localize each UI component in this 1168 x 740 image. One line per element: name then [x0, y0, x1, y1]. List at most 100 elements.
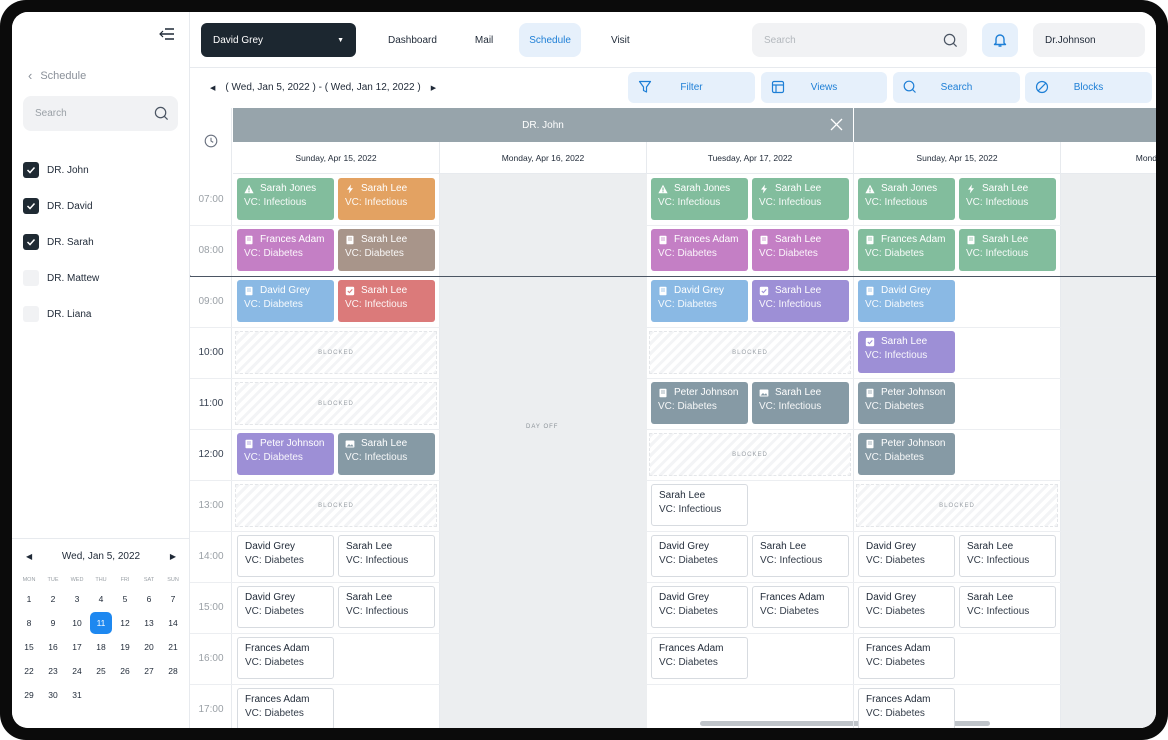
- appointment-card[interactable]: Sarah Lee VC: Infectious: [959, 229, 1056, 271]
- appointment-card[interactable]: David Grey VC: Diabetes: [651, 280, 748, 322]
- appointment-card[interactable]: Frances Adam VC: Diabetes: [237, 688, 334, 728]
- appointment-card[interactable]: David Grey VC: Diabetes: [858, 586, 955, 628]
- appointment-card[interactable]: Frances Adam VC: Diabetes: [237, 637, 334, 679]
- appointment-card[interactable]: Sarah Lee VC: Infectious: [338, 586, 435, 628]
- appointment-card[interactable]: Sarah Lee VC: Infectious: [338, 178, 435, 220]
- appointment-card[interactable]: Frances Adam VC: Diabetes: [651, 637, 748, 679]
- calendar-day[interactable]: 30: [48, 690, 58, 700]
- appointment-card[interactable]: David Grey VC: Diabetes: [237, 535, 334, 577]
- calendar-day[interactable]: 1: [26, 594, 32, 604]
- appointment-card[interactable]: Frances Adam VC: Diabetes: [651, 229, 748, 271]
- patient-select[interactable]: David Grey ▼: [201, 23, 356, 57]
- calendar-day[interactable]: 12: [120, 618, 130, 628]
- calendar-day[interactable]: 21: [168, 642, 178, 652]
- appointment-card[interactable]: Sarah Jones VC: Infectious: [237, 178, 334, 220]
- calendar-day[interactable]: 14: [168, 618, 178, 628]
- top-search-input[interactable]: [752, 23, 932, 57]
- checkbox[interactable]: [23, 234, 39, 250]
- calendar-day[interactable]: 4: [98, 594, 104, 604]
- calendar-day[interactable]: 2: [50, 594, 56, 604]
- calendar-day[interactable]: 25: [96, 666, 106, 676]
- calendar-day[interactable]: 22: [24, 666, 34, 676]
- calendar-day[interactable]: 10: [72, 618, 82, 628]
- calendar-day[interactable]: 31: [72, 690, 82, 700]
- appointment-card[interactable]: Sarah Lee VC: Diabetes: [752, 229, 849, 271]
- appointment-card[interactable]: Sarah Lee VC: Infectious: [752, 535, 849, 577]
- back-to-schedule-link[interactable]: ‹ Schedule: [28, 68, 86, 83]
- doctor-filter-item[interactable]: DR. Liana: [23, 296, 178, 332]
- user-menu[interactable]: Dr.Johnson: [1033, 23, 1145, 57]
- appointment-card[interactable]: Sarah Jones VC: Infectious: [858, 178, 955, 220]
- calendar-day[interactable]: 27: [144, 666, 154, 676]
- prev-range-icon[interactable]: ◀: [210, 84, 216, 92]
- nav-mail[interactable]: Mail: [474, 34, 494, 46]
- appointment-card[interactable]: Sarah Lee VC: Infectious: [752, 382, 849, 424]
- calendar-day[interactable]: 24: [72, 666, 82, 676]
- nav-dashboard[interactable]: Dashboard: [388, 34, 437, 46]
- search-button[interactable]: Search: [893, 72, 1020, 103]
- calendar-day[interactable]: 16: [48, 642, 58, 652]
- appointment-card[interactable]: Sarah Lee VC: Infectious: [651, 484, 748, 526]
- appointment-card[interactable]: Peter Johnson VC: Diabetes: [858, 382, 955, 424]
- appointment-card[interactable]: Sarah Lee VC: Infectious: [338, 535, 435, 577]
- views-button[interactable]: Views: [761, 72, 887, 103]
- appointment-card[interactable]: Sarah Lee VC: Infectious: [752, 280, 849, 322]
- appointment-card[interactable]: Sarah Lee VC: Infectious: [752, 178, 849, 220]
- checkbox[interactable]: [23, 162, 39, 178]
- appointment-card[interactable]: David Grey VC: Diabetes: [651, 535, 748, 577]
- calendar-day[interactable]: 17: [72, 642, 82, 652]
- appointment-card[interactable]: David Grey VC: Diabetes: [858, 280, 955, 322]
- checkbox[interactable]: [23, 198, 39, 214]
- appointment-card[interactable]: Sarah Lee VC: Diabetes: [338, 229, 435, 271]
- appointment-card[interactable]: David Grey VC: Diabetes: [651, 586, 748, 628]
- appointment-card[interactable]: Frances Adam VC: Diabetes: [858, 229, 955, 271]
- calendar-day[interactable]: 5: [122, 594, 128, 604]
- appointment-card[interactable]: Frances Adam VC: Diabetes: [858, 688, 955, 728]
- sidebar-search-input[interactable]: [23, 96, 148, 131]
- filter-button[interactable]: Filter: [628, 72, 755, 103]
- calendar-day[interactable]: 15: [24, 642, 34, 652]
- checkbox[interactable]: [23, 270, 39, 286]
- appointment-card[interactable]: David Grey VC: Diabetes: [858, 535, 955, 577]
- checkbox[interactable]: [23, 306, 39, 322]
- calendar-day[interactable]: 28: [168, 666, 178, 676]
- appointment-card[interactable]: Sarah Lee VC: Infectious: [959, 586, 1056, 628]
- appointment-card[interactable]: Sarah Jones VC: Infectious: [651, 178, 748, 220]
- search-icon[interactable]: [154, 106, 169, 121]
- next-range-icon[interactable]: ▶: [430, 84, 437, 92]
- calendar-day[interactable]: 11: [90, 612, 112, 634]
- nav-schedule[interactable]: Schedule: [519, 23, 581, 57]
- calendar-day[interactable]: 18: [96, 642, 106, 652]
- search-icon[interactable]: [943, 33, 958, 48]
- calendar-day[interactable]: 9: [50, 618, 56, 628]
- close-icon[interactable]: [830, 118, 843, 131]
- appointment-card[interactable]: Peter Johnson VC: Diabetes: [651, 382, 748, 424]
- doctor-filter-item[interactable]: DR. Mattew: [23, 260, 178, 296]
- appointment-card[interactable]: Frances Adam VC: Diabetes: [237, 229, 334, 271]
- calendar-day[interactable]: 8: [26, 618, 32, 628]
- doctor-filter-item[interactable]: DR. Sarah: [23, 224, 178, 260]
- doctor-filter-item[interactable]: DR. David: [23, 188, 178, 224]
- calendar-day[interactable]: 26: [120, 666, 130, 676]
- calendar-day[interactable]: 13: [144, 618, 154, 628]
- appointment-card[interactable]: Frances Adam VC: Diabetes: [752, 586, 849, 628]
- calendar-day[interactable]: 3: [74, 594, 80, 604]
- appointment-card[interactable]: Sarah Lee VC: Infectious: [338, 280, 435, 322]
- calendar-day[interactable]: 20: [144, 642, 154, 652]
- appointment-card[interactable]: Frances Adam VC: Diabetes: [858, 637, 955, 679]
- prev-month-icon[interactable]: ◀: [26, 551, 33, 561]
- notifications-button[interactable]: [982, 23, 1018, 57]
- appointment-card[interactable]: Sarah Lee VC: Infectious: [338, 433, 435, 475]
- horizontal-scrollbar[interactable]: [700, 721, 990, 726]
- appointment-card[interactable]: Peter Johnson VC: Diabetes: [237, 433, 334, 475]
- appointment-card[interactable]: David Grey VC: Diabetes: [237, 280, 334, 322]
- nav-visit[interactable]: Visit: [610, 34, 630, 46]
- appointment-card[interactable]: Peter Johnson VC: Diabetes: [858, 433, 955, 475]
- appointment-card[interactable]: Sarah Lee VC: Infectious: [858, 331, 955, 373]
- calendar-day[interactable]: 19: [120, 642, 130, 652]
- appointment-card[interactable]: David Grey VC: Diabetes: [237, 586, 334, 628]
- blocks-button[interactable]: Blocks: [1025, 72, 1152, 103]
- calendar-day[interactable]: 23: [48, 666, 58, 676]
- next-month-icon[interactable]: ▶: [169, 551, 176, 561]
- appointment-card[interactable]: Sarah Lee VC: Infectious: [959, 178, 1056, 220]
